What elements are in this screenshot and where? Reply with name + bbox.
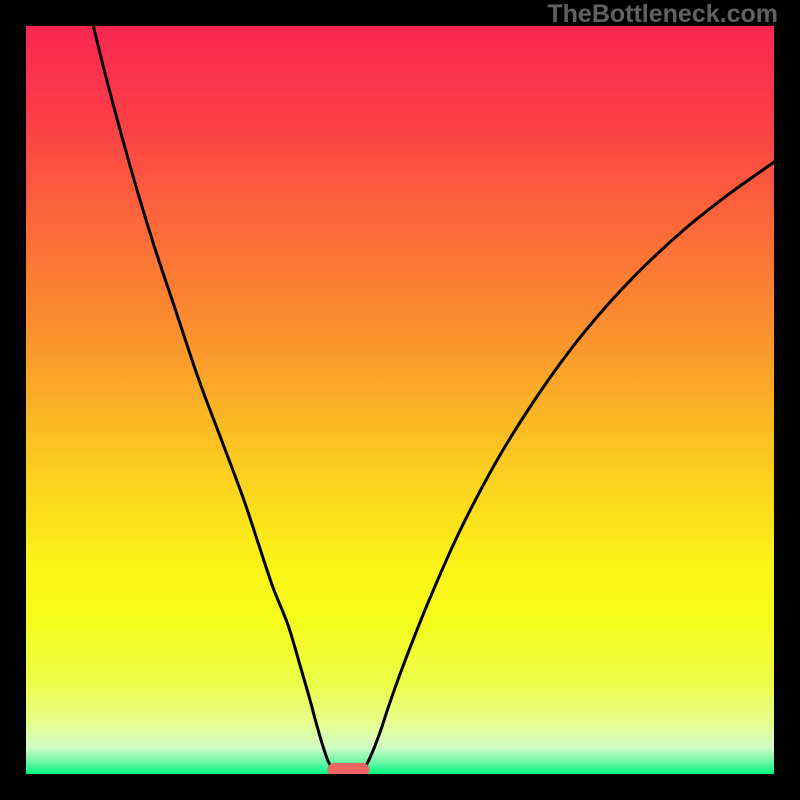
gradient-background <box>26 26 774 774</box>
chart-frame <box>26 26 774 774</box>
watermark-text: TheBottleneck.com <box>547 0 778 29</box>
bottleneck-chart <box>26 26 774 774</box>
bottleneck-marker <box>327 763 369 774</box>
